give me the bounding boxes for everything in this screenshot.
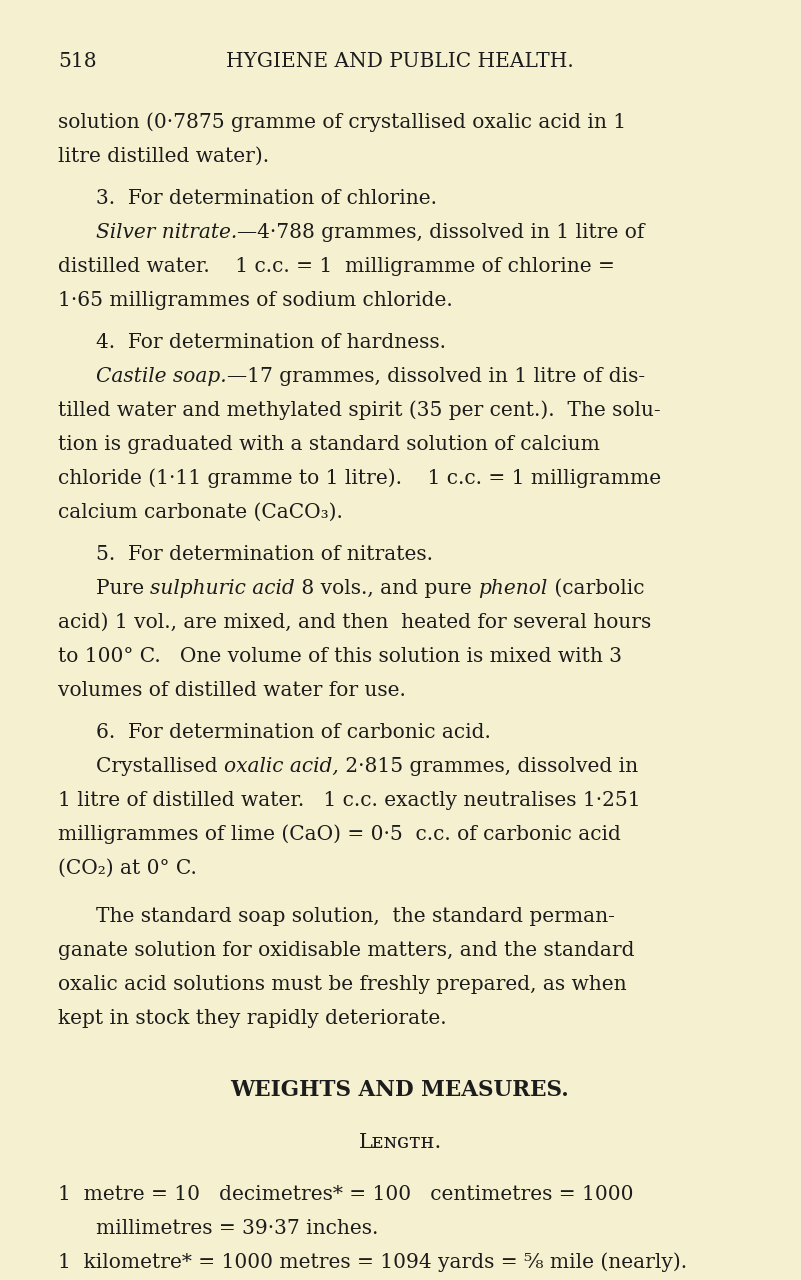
Text: chloride (1·11 gramme to 1 litre).    1 c.c. = 1 milligramme: chloride (1·11 gramme to 1 litre). 1 c.c… [58, 468, 661, 488]
Text: 8 vols., and pure: 8 vols., and pure [296, 579, 478, 598]
Text: tion is graduated with a standard solution of calcium: tion is graduated with a standard soluti… [58, 435, 600, 454]
Text: calcium carbonate (CaCO₃).: calcium carbonate (CaCO₃). [58, 503, 343, 522]
Text: ganate solution for oxidisable matters, and the standard: ganate solution for oxidisable matters, … [58, 941, 634, 960]
Text: Castile soap.: Castile soap. [96, 367, 227, 385]
Text: Crystallised: Crystallised [96, 756, 224, 776]
Text: volumes of distilled water for use.: volumes of distilled water for use. [58, 681, 406, 700]
Text: 3.  For determination of chlorine.: 3. For determination of chlorine. [96, 189, 437, 207]
Text: HYGIENE AND PUBLIC HEALTH.: HYGIENE AND PUBLIC HEALTH. [226, 52, 574, 70]
Text: 6.  For determination of carbonic acid.: 6. For determination of carbonic acid. [96, 723, 491, 742]
Text: 1  metre = 10   decimetres* = 100   centimetres = 1000: 1 metre = 10 decimetres* = 100 centimetr… [58, 1185, 634, 1204]
Text: —4·788 grammes, dissolved in 1 litre of: —4·788 grammes, dissolved in 1 litre of [237, 223, 645, 242]
Text: oxalic acid,: oxalic acid, [224, 756, 339, 776]
Text: oxalic acid solutions must be freshly prepared, as when: oxalic acid solutions must be freshly pr… [58, 975, 626, 993]
Text: 4.  For determination of hardness.: 4. For determination of hardness. [96, 333, 446, 352]
Text: kept in stock they rapidly deteriorate.: kept in stock they rapidly deteriorate. [58, 1009, 447, 1028]
Text: (carbolic: (carbolic [548, 579, 644, 598]
Text: —17 grammes, dissolved in 1 litre of dis-: —17 grammes, dissolved in 1 litre of dis… [227, 367, 645, 385]
Text: distilled water.    1 c.c. = 1  milligramme of chlorine =: distilled water. 1 c.c. = 1 milligramme … [58, 257, 615, 276]
Text: WEIGHTS AND MEASURES.: WEIGHTS AND MEASURES. [231, 1079, 570, 1101]
Text: sulphuric acid: sulphuric acid [151, 579, 296, 598]
Text: The standard soap solution,  the standard perman-: The standard soap solution, the standard… [96, 906, 615, 925]
Text: milligrammes of lime (CaO) = 0·5  c.c. of carbonic acid: milligrammes of lime (CaO) = 0·5 c.c. of… [58, 824, 621, 844]
Text: phenol: phenol [478, 579, 548, 598]
Text: Lᴇɴɢᴛʜ.: Lᴇɴɢᴛʜ. [358, 1133, 441, 1152]
Text: to 100° C.   One volume of this solution is mixed with 3: to 100° C. One volume of this solution i… [58, 646, 622, 666]
Text: (CO₂) at 0° C.: (CO₂) at 0° C. [58, 859, 197, 878]
Text: solution (0·7875 gramme of crystallised oxalic acid in 1: solution (0·7875 gramme of crystallised … [58, 113, 626, 132]
Text: 518: 518 [58, 52, 97, 70]
Text: Pure: Pure [96, 579, 151, 598]
Text: 2·815 grammes, dissolved in: 2·815 grammes, dissolved in [339, 756, 638, 776]
Text: litre distilled water).: litre distilled water). [58, 147, 269, 166]
Text: millimetres = 39·37 inches.: millimetres = 39·37 inches. [96, 1219, 378, 1238]
Text: tilled water and methylated spirit (35 per cent.).  The solu-: tilled water and methylated spirit (35 p… [58, 401, 661, 420]
Text: acid) 1 vol., are mixed, and then  heated for several hours: acid) 1 vol., are mixed, and then heated… [58, 613, 651, 632]
Text: Silver nitrate.: Silver nitrate. [96, 223, 237, 242]
Text: 1  kilometre* = 1000 metres = 1094 yards = ⁵⁄₈ mile (nearly).: 1 kilometre* = 1000 metres = 1094 yards … [58, 1252, 687, 1272]
Text: 1·65 milligrammes of sodium chloride.: 1·65 milligrammes of sodium chloride. [58, 291, 453, 310]
Text: 5.  For determination of nitrates.: 5. For determination of nitrates. [96, 545, 433, 564]
Text: 1 litre of distilled water.   1 c.c. exactly neutralises 1·251: 1 litre of distilled water. 1 c.c. exact… [58, 791, 641, 810]
